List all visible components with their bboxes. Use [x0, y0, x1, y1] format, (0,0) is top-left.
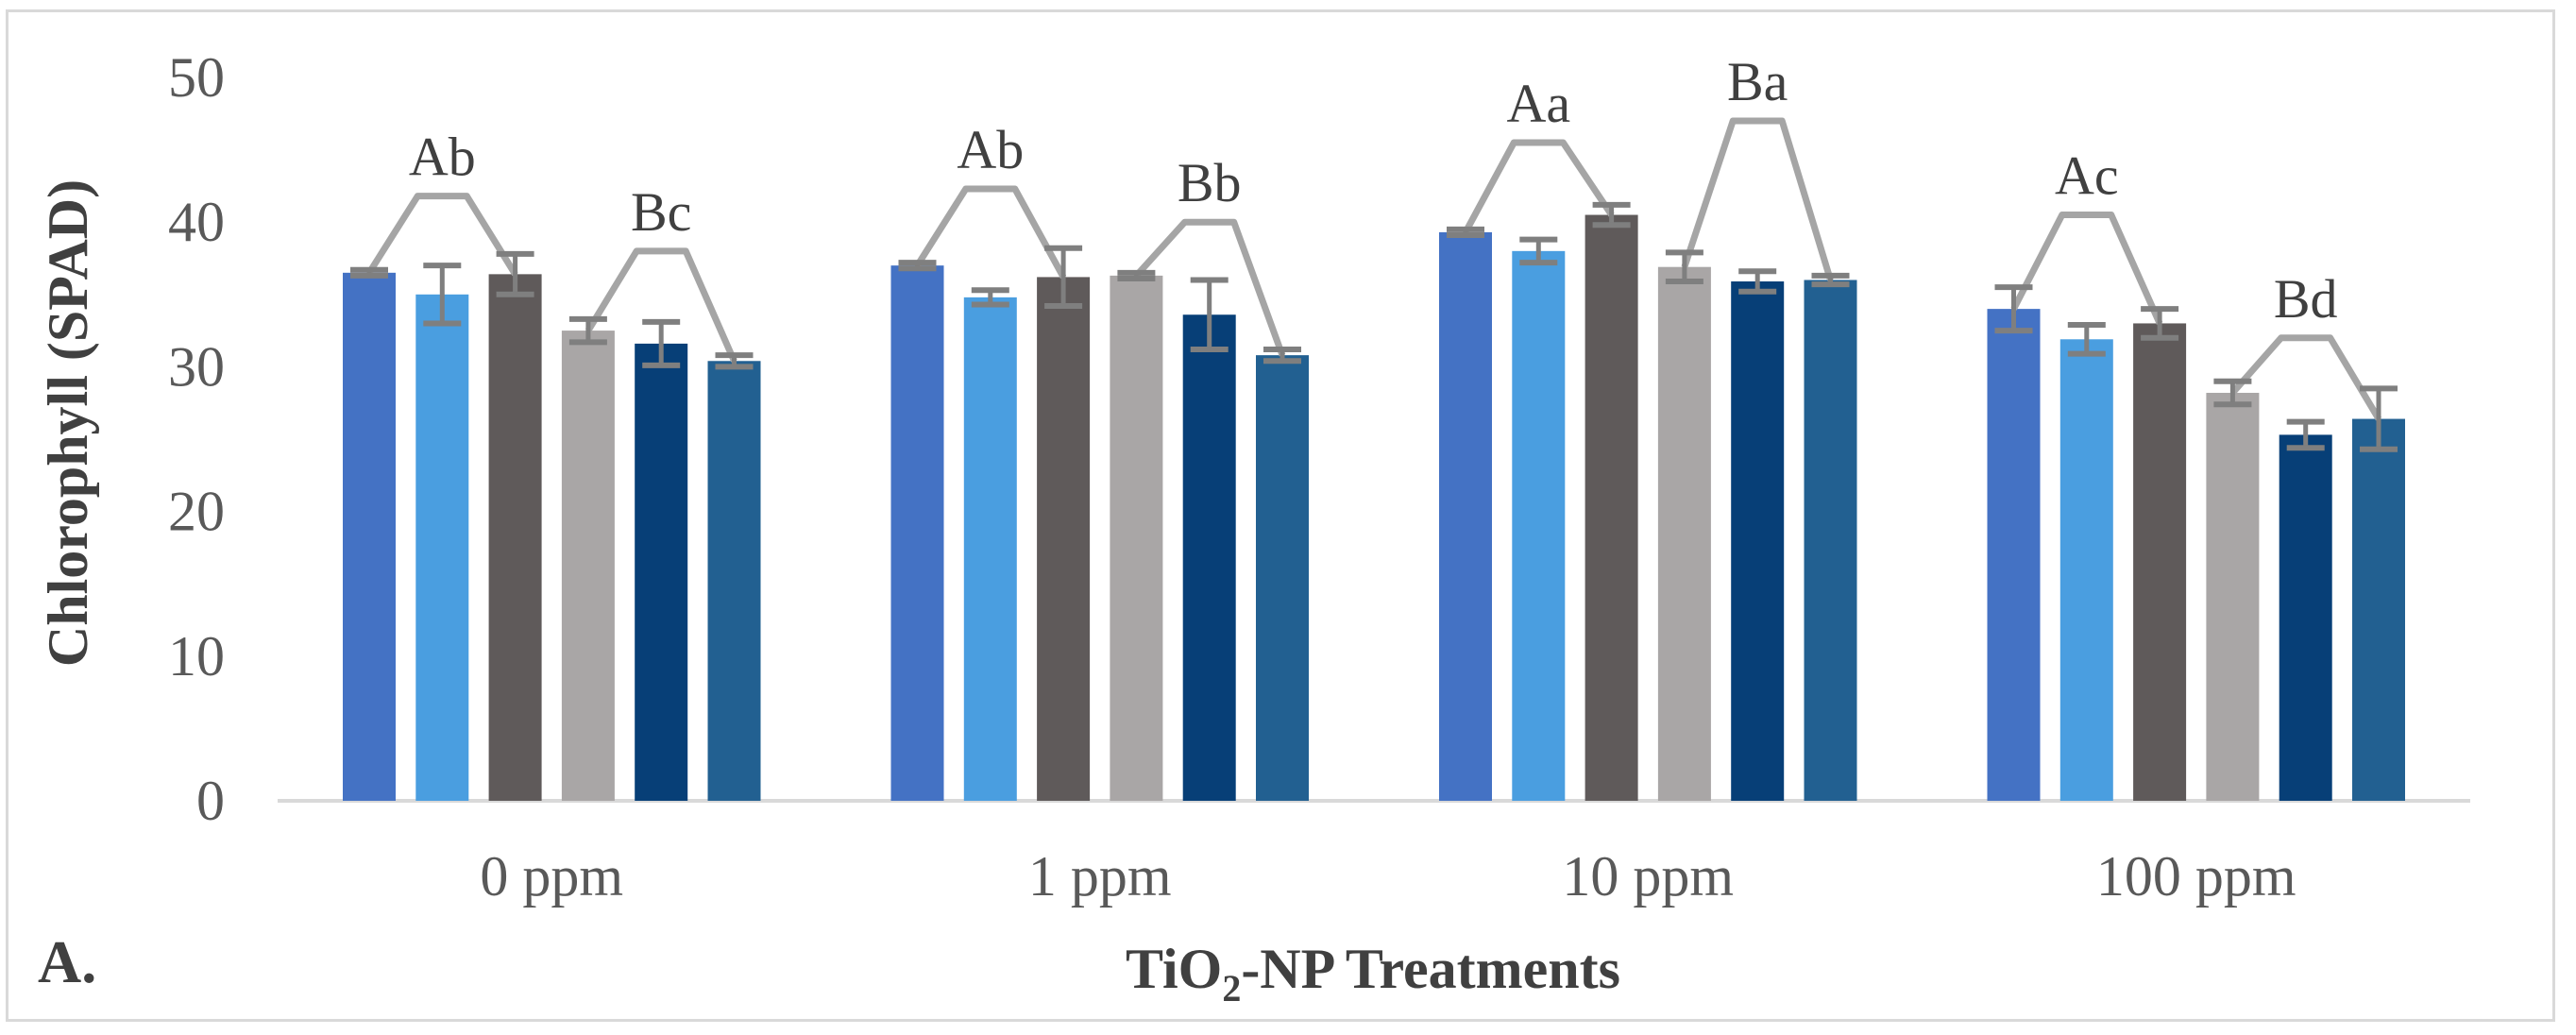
bar — [1731, 281, 1785, 802]
significance-label: Ba — [1727, 51, 1788, 112]
x-tick-label: 100 ppm — [2096, 845, 2296, 908]
bar — [1987, 309, 2041, 801]
significance-label: Bd — [2274, 268, 2338, 330]
bar — [2133, 323, 2187, 801]
bar — [2059, 339, 2113, 801]
significance-connector — [1681, 117, 1834, 281]
significance-connector — [366, 193, 518, 277]
significance-label: Bc — [631, 181, 691, 243]
bar — [2279, 434, 2332, 801]
y-tick-label: 30 — [168, 335, 225, 398]
y-tick-label: 20 — [168, 481, 225, 543]
x-axis-label-main: TiO — [1126, 938, 1222, 1000]
x-tick-label: 1 ppm — [1028, 845, 1172, 908]
x-tick-label: 0 ppm — [480, 845, 623, 908]
significance-label: Ab — [957, 119, 1024, 180]
y-axis-label: Chlorophyll (SPAD) — [37, 179, 99, 667]
significance-connector — [585, 247, 737, 363]
bar — [635, 343, 688, 801]
x-axis-label: TiO2-NP Treatments — [1126, 938, 1620, 1010]
bar — [2352, 418, 2405, 801]
bar — [1439, 231, 1492, 801]
plot-area: 0 10 20 30 40 50 0 ppm 1 ppm 10 ppm 100 ppm Ab Bc Ab… — [168, 46, 2470, 908]
bar — [890, 265, 944, 801]
bar — [2206, 392, 2260, 801]
significance-connector — [1462, 139, 1615, 234]
bar — [343, 272, 396, 801]
bar — [561, 331, 615, 801]
bar — [963, 297, 1017, 801]
x-tick-label: 10 ppm — [1562, 845, 1734, 908]
significance-connector — [2229, 334, 2382, 421]
y-tick-label: 50 — [168, 46, 225, 109]
significance-label: Ab — [409, 127, 476, 188]
bar — [1037, 277, 1091, 801]
y-tick-label: 10 — [168, 625, 225, 687]
bar — [488, 274, 542, 801]
bar — [1110, 275, 1163, 801]
bar — [1512, 250, 1566, 802]
significance-connector — [1133, 218, 1286, 357]
panel-label: A. — [38, 928, 96, 995]
bar — [1182, 314, 1236, 801]
significance-label: Aa — [1506, 73, 1570, 134]
x-axis-label-rest: -NP Treatments — [1241, 938, 1620, 1000]
y-tick-label: 0 — [196, 770, 225, 832]
bar — [1256, 355, 1309, 801]
y-tick-label: 40 — [168, 191, 225, 253]
bar — [415, 294, 469, 801]
x-axis-label-subscript: 2 — [1222, 967, 1241, 1010]
bar — [707, 361, 761, 801]
bar — [1804, 280, 1857, 802]
significance-label: Ac — [2055, 145, 2119, 207]
bar — [1657, 266, 1711, 801]
significance-label: Bb — [1178, 152, 1242, 213]
bar — [1585, 214, 1638, 802]
significance-connector — [914, 185, 1067, 280]
significance-connector — [2010, 212, 2163, 325]
